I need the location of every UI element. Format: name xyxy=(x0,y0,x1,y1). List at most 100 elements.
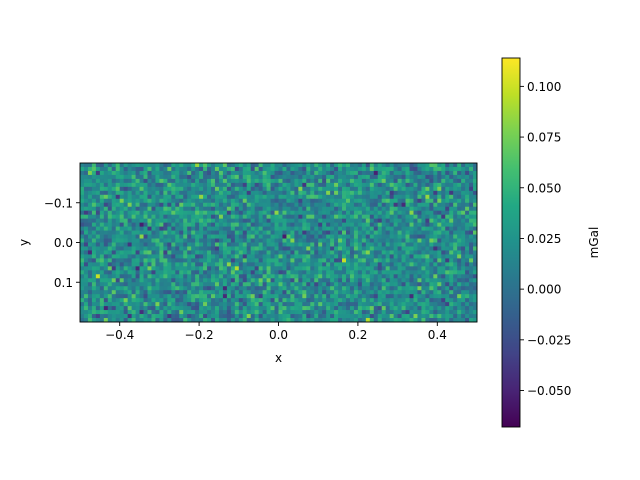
heatmap-cell xyxy=(310,246,315,251)
heatmap-cell xyxy=(421,174,426,180)
heatmap-cell xyxy=(127,270,133,275)
heatmap-cell xyxy=(258,242,264,247)
heatmap-cell xyxy=(131,258,136,263)
heatmap-cell xyxy=(405,234,410,239)
heatmap-cell xyxy=(306,262,311,267)
heatmap-cell xyxy=(357,190,363,196)
heatmap-cell xyxy=(131,274,136,279)
heatmap-cell xyxy=(250,166,256,172)
heatmap-cell xyxy=(445,163,450,168)
heatmap-cell xyxy=(226,282,232,287)
heatmap-cell xyxy=(91,274,97,279)
heatmap-cell xyxy=(171,190,176,196)
heatmap-cell xyxy=(357,198,363,204)
heatmap-cell xyxy=(318,166,323,172)
heatmap-cell xyxy=(131,310,136,315)
heatmap-cell xyxy=(238,258,244,263)
heatmap-cell xyxy=(139,202,144,208)
heatmap-cell xyxy=(345,194,351,200)
heatmap-cell xyxy=(250,306,256,311)
heatmap-cell xyxy=(441,246,446,251)
heatmap-cell xyxy=(401,294,406,299)
heatmap-cell xyxy=(143,286,148,291)
heatmap-cell xyxy=(449,182,454,188)
heatmap-cell xyxy=(131,266,136,271)
heatmap-cell xyxy=(179,286,184,291)
heatmap-cell xyxy=(401,222,406,227)
heatmap-cell xyxy=(457,310,462,315)
heatmap-cell xyxy=(258,202,264,208)
heatmap-cell xyxy=(131,302,136,307)
heatmap-cell xyxy=(318,226,323,231)
heatmap-cell xyxy=(421,314,426,319)
heatmap-cell xyxy=(250,290,256,295)
heatmap-cell xyxy=(469,178,474,184)
heatmap-cell xyxy=(413,286,418,291)
heatmap-cell xyxy=(99,194,105,200)
heatmap-cell xyxy=(99,210,105,216)
heatmap-cell xyxy=(421,282,426,287)
heatmap-cell xyxy=(365,258,371,263)
heatmap-cell xyxy=(409,190,414,196)
heatmap-cell xyxy=(183,238,188,243)
heatmap-cell xyxy=(111,302,117,307)
heatmap-cell xyxy=(270,210,275,216)
heatmap-cell xyxy=(369,238,375,243)
heatmap-cell xyxy=(338,234,343,239)
heatmap-cell xyxy=(361,170,367,176)
heatmap-cell xyxy=(445,262,450,267)
heatmap-cell xyxy=(246,274,252,279)
heatmap-cell xyxy=(381,246,387,251)
heatmap-cell xyxy=(318,234,323,239)
heatmap-cell xyxy=(171,290,176,295)
heatmap-cell xyxy=(314,182,319,188)
heatmap-cell xyxy=(211,246,216,251)
heatmap-cell xyxy=(330,258,335,263)
heatmap-cell xyxy=(179,302,184,307)
heatmap-cell xyxy=(437,234,442,239)
heatmap-cell xyxy=(469,198,474,204)
heatmap-cell xyxy=(357,234,363,239)
heatmap-cell xyxy=(155,214,160,220)
heatmap-cell xyxy=(425,318,430,323)
heatmap-cell xyxy=(425,274,430,279)
heatmap-cell xyxy=(461,202,466,208)
heatmap-cell xyxy=(473,190,478,196)
heatmap-cell xyxy=(349,186,355,192)
heatmap-cell xyxy=(139,250,144,255)
heatmap-cell xyxy=(373,274,379,279)
heatmap-cell xyxy=(238,250,244,255)
heatmap-cell xyxy=(334,290,339,295)
heatmap-cell xyxy=(254,178,260,184)
heatmap-cell xyxy=(405,250,410,255)
heatmap-cell xyxy=(103,258,109,263)
heatmap-cell xyxy=(310,222,315,227)
heatmap-cell xyxy=(222,178,228,184)
heatmap-cell xyxy=(119,302,125,307)
heatmap-cell xyxy=(385,234,391,239)
heatmap-cell xyxy=(322,202,327,208)
heatmap-cell xyxy=(449,238,454,243)
heatmap-cell xyxy=(365,198,371,204)
heatmap-cell xyxy=(290,174,295,180)
heatmap-cell xyxy=(195,310,200,315)
heatmap-cell xyxy=(270,198,275,204)
heatmap-cell xyxy=(353,182,359,188)
heatmap-cell xyxy=(469,270,474,275)
heatmap-cell xyxy=(345,254,351,259)
heatmap-cell xyxy=(179,242,184,247)
heatmap-cell xyxy=(139,262,144,267)
heatmap-cell xyxy=(330,306,335,311)
heatmap-cell xyxy=(421,274,426,279)
heatmap-cell xyxy=(469,314,474,319)
heatmap-cell xyxy=(107,306,113,311)
heatmap-cell xyxy=(330,186,335,192)
heatmap-cell xyxy=(250,266,256,271)
heatmap-cell xyxy=(393,182,398,188)
heatmap-cell xyxy=(266,302,271,307)
heatmap-cell xyxy=(254,206,260,212)
heatmap-cell xyxy=(385,174,391,180)
heatmap-cell xyxy=(262,226,267,231)
heatmap-cell xyxy=(234,298,240,303)
heatmap-cell xyxy=(421,286,426,291)
